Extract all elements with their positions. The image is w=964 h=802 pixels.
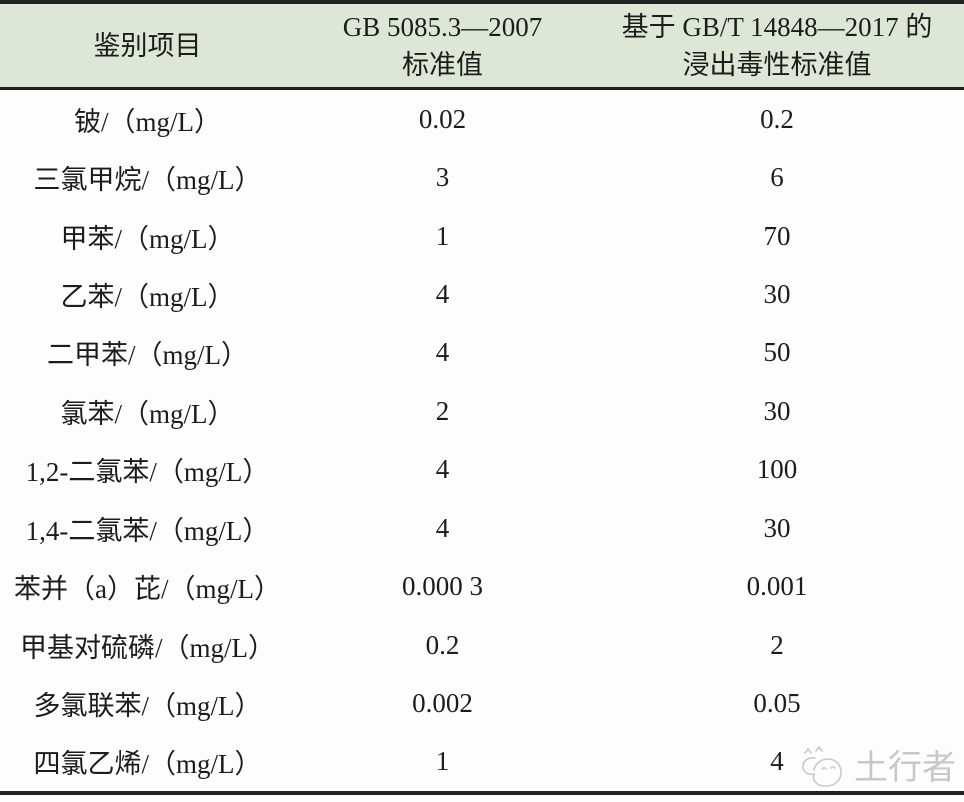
row-value-gb2007: 0.000 3 <box>402 571 483 602</box>
header-gb2017-line2: 浸出毒性标准值 <box>682 49 872 80</box>
header-gb2017-line1: 基于 GB/T 14848—2017 的 <box>621 11 933 42</box>
table-row: 二甲苯/（mg/L） 4 50 <box>0 324 964 382</box>
row-value-gb2007: 1 <box>435 746 450 777</box>
row-item-label: 1,2-二氯苯/（mg/L） <box>25 457 270 488</box>
table-row: 多氯联苯/（mg/L） 0.002 0.05 <box>0 674 964 732</box>
watermark: 土行者 <box>801 744 956 794</box>
row-value-gb2017: 50 <box>763 337 791 368</box>
header-item-column: 鉴别项目 <box>0 27 295 65</box>
row-item-label: 1,4-二氯苯/（mg/L） <box>25 515 270 546</box>
row-value-gb2017: 30 <box>763 278 791 309</box>
row-item-label: 甲基对硫磷/（mg/L） <box>20 632 275 663</box>
row-item-label: 氯苯/（mg/L） <box>60 398 235 429</box>
header-gb2007-line2: 标准值 <box>402 49 483 80</box>
row-value-gb2017: 0.2 <box>760 103 794 134</box>
row-value-gb2017: 30 <box>763 512 791 543</box>
row-value-gb2007: 0.002 <box>412 687 473 718</box>
row-value-gb2017: 0.001 <box>746 571 808 602</box>
row-value-gb2017: 0.05 <box>753 687 801 718</box>
header-gb2007-column: GB 5085.3—2007 标准值 <box>295 8 590 84</box>
row-value-gb2017: 70 <box>763 220 791 251</box>
watermark-label: 土行者 <box>854 750 956 787</box>
header-item-label: 鉴别项目 <box>93 30 202 61</box>
row-value-gb2007: 1 <box>435 220 450 251</box>
row-value-gb2007: 4 <box>435 337 450 368</box>
table-row: 1,4-二氯苯/（mg/L） 4 30 <box>0 499 964 557</box>
row-value-gb2007: 3 <box>435 162 450 193</box>
row-value-gb2007: 0.2 <box>425 629 460 660</box>
table-row: 铍/（mg/L） 0.02 0.2 <box>0 90 964 148</box>
header-gb2017-column: 基于 GB/T 14848—2017 的 浸出毒性标准值 <box>590 8 964 84</box>
row-value-gb2007: 2 <box>435 395 450 426</box>
table-row: 四氯乙烯/（mg/L） 1 4 <box>0 733 964 791</box>
row-value-gb2017: 100 <box>756 454 798 485</box>
row-value-gb2007: 4 <box>435 512 450 543</box>
mascot-icon <box>801 744 849 794</box>
row-value-gb2007: 4 <box>435 278 450 309</box>
table-header: 鉴别项目 GB 5085.3—2007 标准值 基于 GB/T 14848—20… <box>0 4 964 90</box>
table-row: 苯并（a）芘/（mg/L） 0.000 3 0.001 <box>0 557 964 615</box>
row-item-label: 三氯甲烷/（mg/L） <box>33 165 262 196</box>
row-value-gb2017: 6 <box>770 162 784 193</box>
row-value-gb2017: 30 <box>763 395 791 426</box>
table-row: 1,2-二氯苯/（mg/L） 4 100 <box>0 441 964 499</box>
header-gb2007-line1: GB 5085.3—2007 <box>342 11 543 42</box>
table-row: 三氯甲烷/（mg/L） 3 6 <box>0 148 964 206</box>
row-item-label: 甲苯/（mg/L） <box>60 223 235 254</box>
row-item-label: 二甲苯/（mg/L） <box>47 340 248 371</box>
row-value-gb2017: 2 <box>770 629 784 660</box>
row-value-gb2007: 0.02 <box>418 103 467 134</box>
table-row: 乙苯/（mg/L） 4 30 <box>0 265 964 323</box>
table-row: 甲苯/（mg/L） 1 70 <box>0 207 964 265</box>
table-body: 铍/（mg/L） 0.02 0.2 三氯甲烷/（mg/L） 3 6 甲苯/（mg… <box>0 90 964 791</box>
row-item-label: 苯并（a）芘/（mg/L） <box>14 574 281 605</box>
row-item-label: 乙苯/（mg/L） <box>60 281 235 312</box>
row-value-gb2007: 4 <box>435 454 450 485</box>
table-row: 氯苯/（mg/L） 2 30 <box>0 382 964 440</box>
row-item-label: 多氯联苯/（mg/L） <box>33 690 262 721</box>
table-row: 甲基对硫磷/（mg/L） 0.2 2 <box>0 616 964 674</box>
row-value-gb2017: 4 <box>770 746 784 777</box>
row-item-label: 铍/（mg/L） <box>74 106 221 137</box>
row-item-label: 四氯乙烯/（mg/L） <box>33 749 262 780</box>
